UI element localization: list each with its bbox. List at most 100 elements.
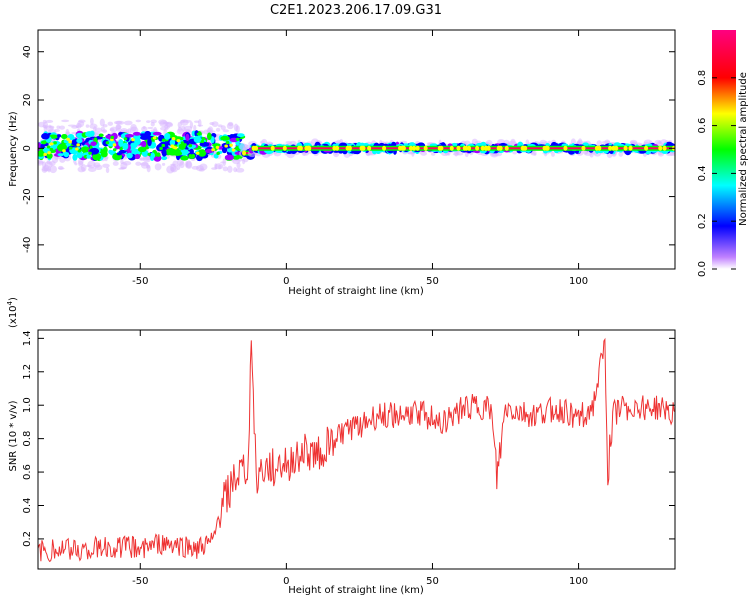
spectral-blob xyxy=(38,142,42,147)
y-tick-label: 0 xyxy=(22,145,33,151)
spectral-halo xyxy=(170,163,177,172)
snr-frame xyxy=(37,329,676,570)
spectral-blob xyxy=(152,131,162,136)
spectral-hotspot xyxy=(423,145,428,151)
x-tick-label: 0 xyxy=(283,276,289,287)
spectral-halo xyxy=(618,151,624,157)
spectral-halo xyxy=(102,129,108,134)
y-tick-label: -40 xyxy=(22,237,33,253)
spectral-hotspot xyxy=(644,145,649,151)
x-tick-label: 100 xyxy=(569,276,588,287)
spectral-halo xyxy=(630,140,635,145)
spectral-hotspot xyxy=(43,152,47,157)
spectral-halo xyxy=(87,160,96,169)
spectral-hotspot xyxy=(75,147,79,151)
spectral-hotspot xyxy=(77,149,82,153)
spectral-hotspot xyxy=(195,151,200,155)
spectral-hotspot xyxy=(88,151,92,155)
spectral-hotspot xyxy=(498,145,503,151)
spectral-hotspot xyxy=(62,149,66,153)
spectral-halo xyxy=(139,157,144,161)
spectral-halo xyxy=(122,160,132,166)
spectral-blob xyxy=(189,148,194,155)
y-tick-label: 0.2 xyxy=(22,531,33,547)
spectral-hotspot xyxy=(215,145,220,149)
spectral-halo xyxy=(140,161,149,169)
spectral-hotspot xyxy=(297,145,302,151)
spectral-hotspot xyxy=(229,143,233,147)
y-tick-label: 1.2 xyxy=(22,364,33,380)
spectral-hotspot xyxy=(437,145,442,151)
spectral-blob xyxy=(236,133,245,138)
spectrogram-panel: -50 0 50 100 -40 -20 0 20 40 Height of straight … xyxy=(8,29,676,297)
spectral-halo xyxy=(420,151,428,156)
spectral-halo xyxy=(260,140,265,144)
spectral-halo xyxy=(456,152,464,156)
spectral-hotspot xyxy=(147,152,152,156)
spectral-blob xyxy=(38,150,45,157)
spectral-hotspot xyxy=(456,145,461,151)
spectral-blob xyxy=(196,132,202,136)
spectral-blob xyxy=(122,142,129,151)
spectral-halo xyxy=(222,129,230,133)
spectral-halo xyxy=(61,119,70,123)
spectral-halo xyxy=(161,162,166,166)
snr-panel: -50 0 50 100 0.2 0.4 0.6 0.8 1.0 1.2 1.4 Height of… xyxy=(6,297,676,596)
spectral-halo xyxy=(115,124,121,131)
spectrogram-heatmap xyxy=(38,117,675,174)
spectral-blob xyxy=(206,132,212,141)
spectral-hotspot xyxy=(82,149,87,153)
spectral-blob xyxy=(116,152,122,156)
spectral-hotspot xyxy=(110,138,114,142)
spectral-halo xyxy=(198,119,202,127)
spectral-halo xyxy=(235,167,245,173)
spectral-peak xyxy=(242,152,252,155)
spectral-hotspot xyxy=(282,145,287,151)
spectral-halo xyxy=(147,126,154,130)
spectral-halo xyxy=(59,125,65,130)
spectral-hotspot xyxy=(152,136,157,140)
spectral-blob xyxy=(108,149,113,155)
colorbar-tick-label: 0.0 xyxy=(697,261,708,277)
spectral-halo xyxy=(44,161,53,168)
y-tick-label: -20 xyxy=(22,188,33,204)
spectral-halo xyxy=(102,163,110,168)
spectral-halo xyxy=(77,120,85,128)
spectral-blob xyxy=(72,154,78,161)
spectral-hotspot xyxy=(628,145,633,151)
spectral-blob xyxy=(57,153,65,157)
spectral-blob xyxy=(57,134,62,138)
spectral-blob xyxy=(100,150,108,158)
x-tick-label: -50 xyxy=(132,276,148,287)
spectral-hotspot xyxy=(401,145,406,151)
colorbar-tick-label: 0.2 xyxy=(697,213,708,229)
spectral-hotspot xyxy=(180,141,185,145)
spectrogram-xlabel: Height of straight line (km) xyxy=(288,286,424,297)
spectral-hotspot xyxy=(382,145,387,151)
spectral-blob xyxy=(140,140,147,148)
spectral-halo xyxy=(45,119,54,124)
x-tick-label: 0 xyxy=(283,576,289,587)
spectral-blob xyxy=(167,147,178,156)
spectral-hotspot xyxy=(408,145,413,151)
spectral-hotspot xyxy=(242,150,247,156)
spectral-halo xyxy=(154,163,162,171)
spectral-halo xyxy=(218,124,223,128)
snr-scale-label: (x104) xyxy=(6,297,19,328)
spectral-halo xyxy=(87,167,97,172)
spectral-halo xyxy=(56,125,61,129)
spectral-halo xyxy=(220,161,226,164)
spectral-hotspot xyxy=(170,144,175,148)
spectral-blob xyxy=(199,141,210,147)
spectral-halo xyxy=(74,162,78,166)
spectral-hotspot xyxy=(231,148,236,152)
y-tick-label: 0.4 xyxy=(22,498,33,514)
chart-title: C2E1.2023.206.17.09.G31 xyxy=(270,3,442,18)
spectral-hotspot xyxy=(110,135,115,139)
spectral-hotspot xyxy=(171,136,176,141)
spectral-halo xyxy=(85,124,90,128)
spectral-blob xyxy=(92,152,102,161)
spectral-blob xyxy=(224,154,234,161)
spectral-hotspot xyxy=(66,137,70,141)
spectral-halo xyxy=(41,167,51,172)
